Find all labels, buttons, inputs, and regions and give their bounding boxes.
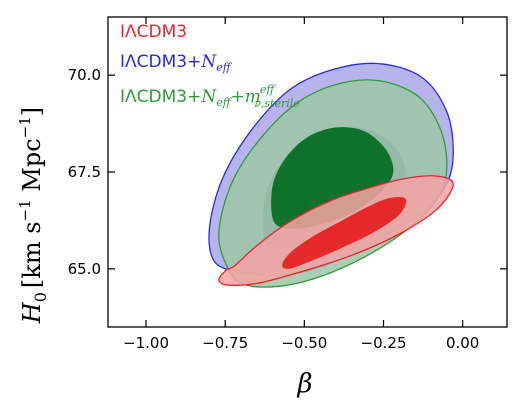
y-axis-label-units-suffix: Mpc — [18, 138, 46, 199]
legend-entry-ilcdm3-neff-msterile: IΛCDM3+Neff+meff ν,sterile — [120, 83, 300, 110]
contour-layer — [208, 62, 454, 288]
legend-entry-3-m: m — [245, 87, 261, 107]
svg-text:H0[km s−1 Mpc−1]: H0[km s−1 Mpc−1] — [16, 107, 50, 324]
x-axis-label: β — [296, 369, 312, 399]
tick-layer: −1.00 −0.75 −0.50 −0.25 0.00 65.0 67.5 70.0 — [68, 17, 507, 352]
y-axis-label-sup2: −1 — [16, 116, 34, 138]
legend-entry-3-msub: ν,sterile — [254, 97, 300, 110]
legend: IΛCDM3 IΛCDM3+Neff IΛCDM3+Neff+meff ν,ste… — [120, 22, 300, 110]
y-axis-label-main: H — [18, 301, 46, 324]
legend-entry-3-nsub: eff — [216, 96, 233, 109]
x-tick-label: −0.25 — [361, 334, 407, 352]
legend-entry-ilcdm3-neff-sub: eff — [216, 61, 233, 74]
x-tick-label: 0.00 — [446, 334, 479, 352]
legend-entry-ilcdm3-base: IΛCDM3 — [120, 22, 187, 42]
legend-entry-ilcdm3-neff: IΛCDM3+Neff — [120, 52, 233, 74]
x-tick-label: −0.50 — [281, 334, 327, 352]
y-tick-label: 70.0 — [68, 66, 101, 84]
x-tick-label: −0.75 — [202, 334, 248, 352]
x-tick-label: −1.00 — [123, 334, 169, 352]
y-tick-label: 67.5 — [68, 163, 101, 181]
y-axis-label-sub: 0 — [31, 292, 50, 302]
y-axis-label: H0[km s−1 Mpc−1] — [16, 107, 50, 324]
legend-entry-3-n: N — [200, 87, 217, 107]
legend-entry-ilcdm3: IΛCDM3 — [120, 22, 187, 42]
legend-entry-ilcdm3-neff-n: N — [200, 52, 217, 72]
y-axis-label-sup: −1 — [16, 199, 34, 221]
legend-entry-3-plus: + — [231, 87, 245, 107]
y-axis-label-units-prefix: [km s — [18, 221, 46, 288]
legend-entry-3-msup: eff — [260, 83, 277, 96]
ilcdm3-inner-contour — [282, 197, 407, 269]
y-axis-label-close: ] — [18, 107, 46, 116]
y-tick-label: 65.0 — [68, 260, 101, 278]
legend-entry-ilcdm3-neff-base: IΛCDM3+ — [120, 52, 201, 72]
legend-entry-3-base: IΛCDM3+ — [120, 87, 201, 107]
